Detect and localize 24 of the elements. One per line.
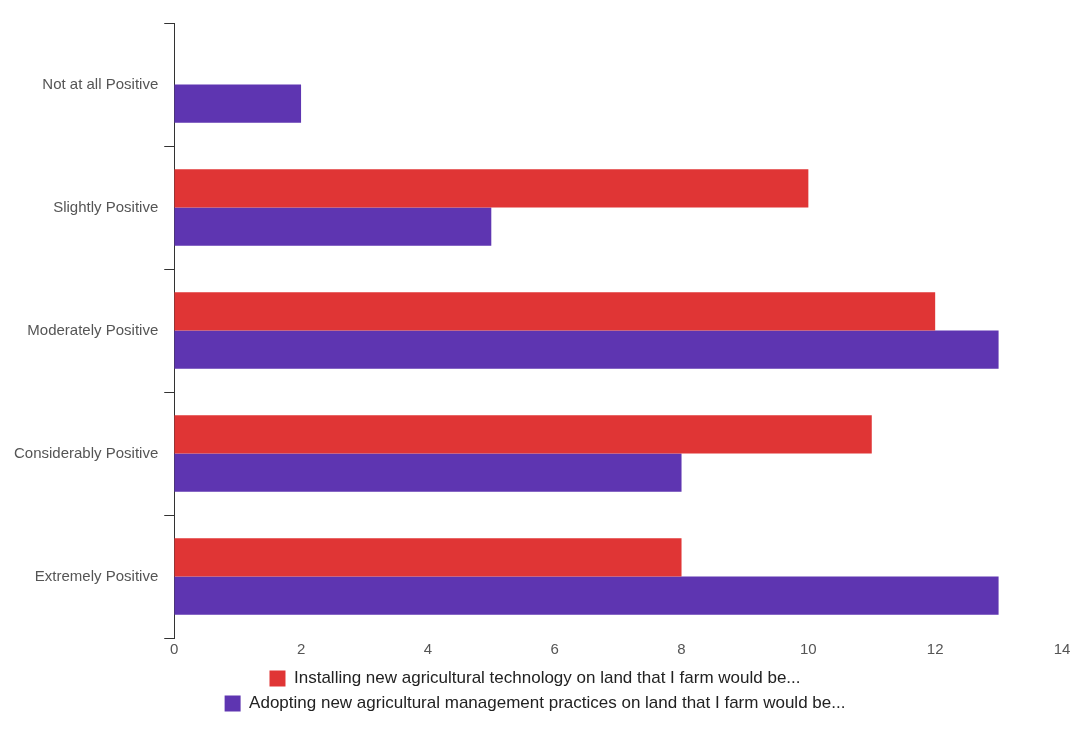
y-tick-label: Moderately Positive xyxy=(27,320,159,338)
legend-label: Adopting new agricultural management practices on land that I farm would be... xyxy=(249,693,846,713)
y-tick-label: Not at all Positive xyxy=(42,74,159,92)
y-tick-label: Considerably Positive xyxy=(13,443,159,461)
bar xyxy=(174,453,682,492)
y-tick-label: Slightly Positive xyxy=(53,197,159,215)
bar xyxy=(174,576,999,615)
bar xyxy=(174,84,302,123)
bar xyxy=(174,292,936,331)
x-tick-label: 4 xyxy=(423,640,433,658)
x-tick-label: 0 xyxy=(170,640,179,658)
x-tick-label: 2 xyxy=(296,640,306,658)
x-tick-label: 6 xyxy=(550,640,559,658)
bar xyxy=(174,169,809,208)
bar xyxy=(174,538,682,577)
y-tick-label: Extremely Positive xyxy=(34,566,159,584)
x-tick-label: 8 xyxy=(677,640,686,658)
x-tick-label: 12 xyxy=(926,640,944,658)
x-tick-label: 10 xyxy=(800,640,817,658)
bar xyxy=(174,330,999,369)
bar xyxy=(174,207,492,246)
x-tick-label: 14 xyxy=(1053,640,1071,658)
bar xyxy=(174,415,872,454)
legend-label: Installing new agricultural technology on land that I farm would be... xyxy=(293,668,801,688)
